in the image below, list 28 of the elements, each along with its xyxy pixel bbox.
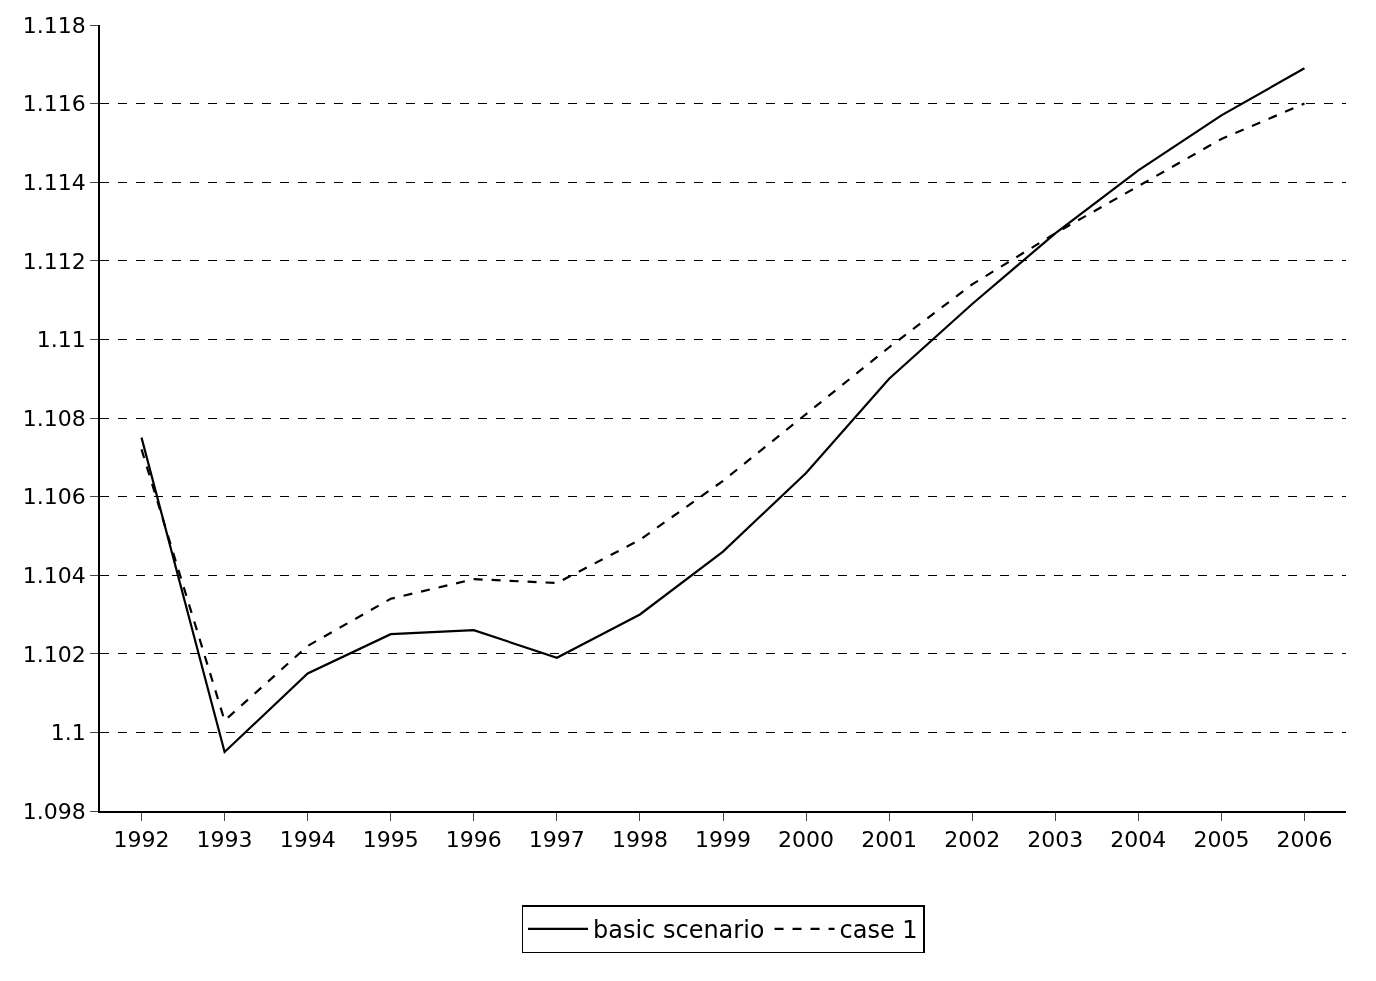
x-tick-label: 1992 xyxy=(113,827,170,853)
x-tick-label: 1998 xyxy=(611,827,668,853)
x-tick-label: 2003 xyxy=(1027,827,1084,853)
y-tick-label: 1.104 xyxy=(22,562,86,588)
y-tick-label: 1.112 xyxy=(22,248,86,274)
y-tick-label: 1.11 xyxy=(36,327,86,353)
x-tick-label: 1996 xyxy=(445,827,502,853)
y-tick-label: 1.108 xyxy=(22,405,86,431)
x-tick-label: 2004 xyxy=(1110,827,1167,853)
x-tick-label: 1999 xyxy=(695,827,751,853)
y-tick-label: 1.106 xyxy=(22,484,86,510)
y-tick-label: 1.102 xyxy=(22,641,86,667)
x-tick-label: 2000 xyxy=(778,827,835,853)
y-tick-label: 1.098 xyxy=(22,798,86,824)
x-tick-label: 2001 xyxy=(861,827,918,853)
x-tick-label: 2005 xyxy=(1193,827,1250,853)
y-tick-label: 1.114 xyxy=(22,169,86,195)
x-tick-label: 2006 xyxy=(1276,827,1333,853)
x-tick-label: 2002 xyxy=(944,827,1001,853)
legend-label: basic scenario xyxy=(593,916,765,945)
y-tick-label: 1.116 xyxy=(22,91,86,117)
x-tick-label: 1994 xyxy=(279,827,336,853)
x-tick-label: 1993 xyxy=(196,827,253,853)
x-tick-label: 1997 xyxy=(528,827,585,853)
x-tick-label: 1995 xyxy=(362,827,419,853)
legend-label: case 1 xyxy=(839,916,918,945)
y-tick-label: 1.1 xyxy=(50,720,86,746)
y-tick-label: 1.118 xyxy=(22,12,86,38)
